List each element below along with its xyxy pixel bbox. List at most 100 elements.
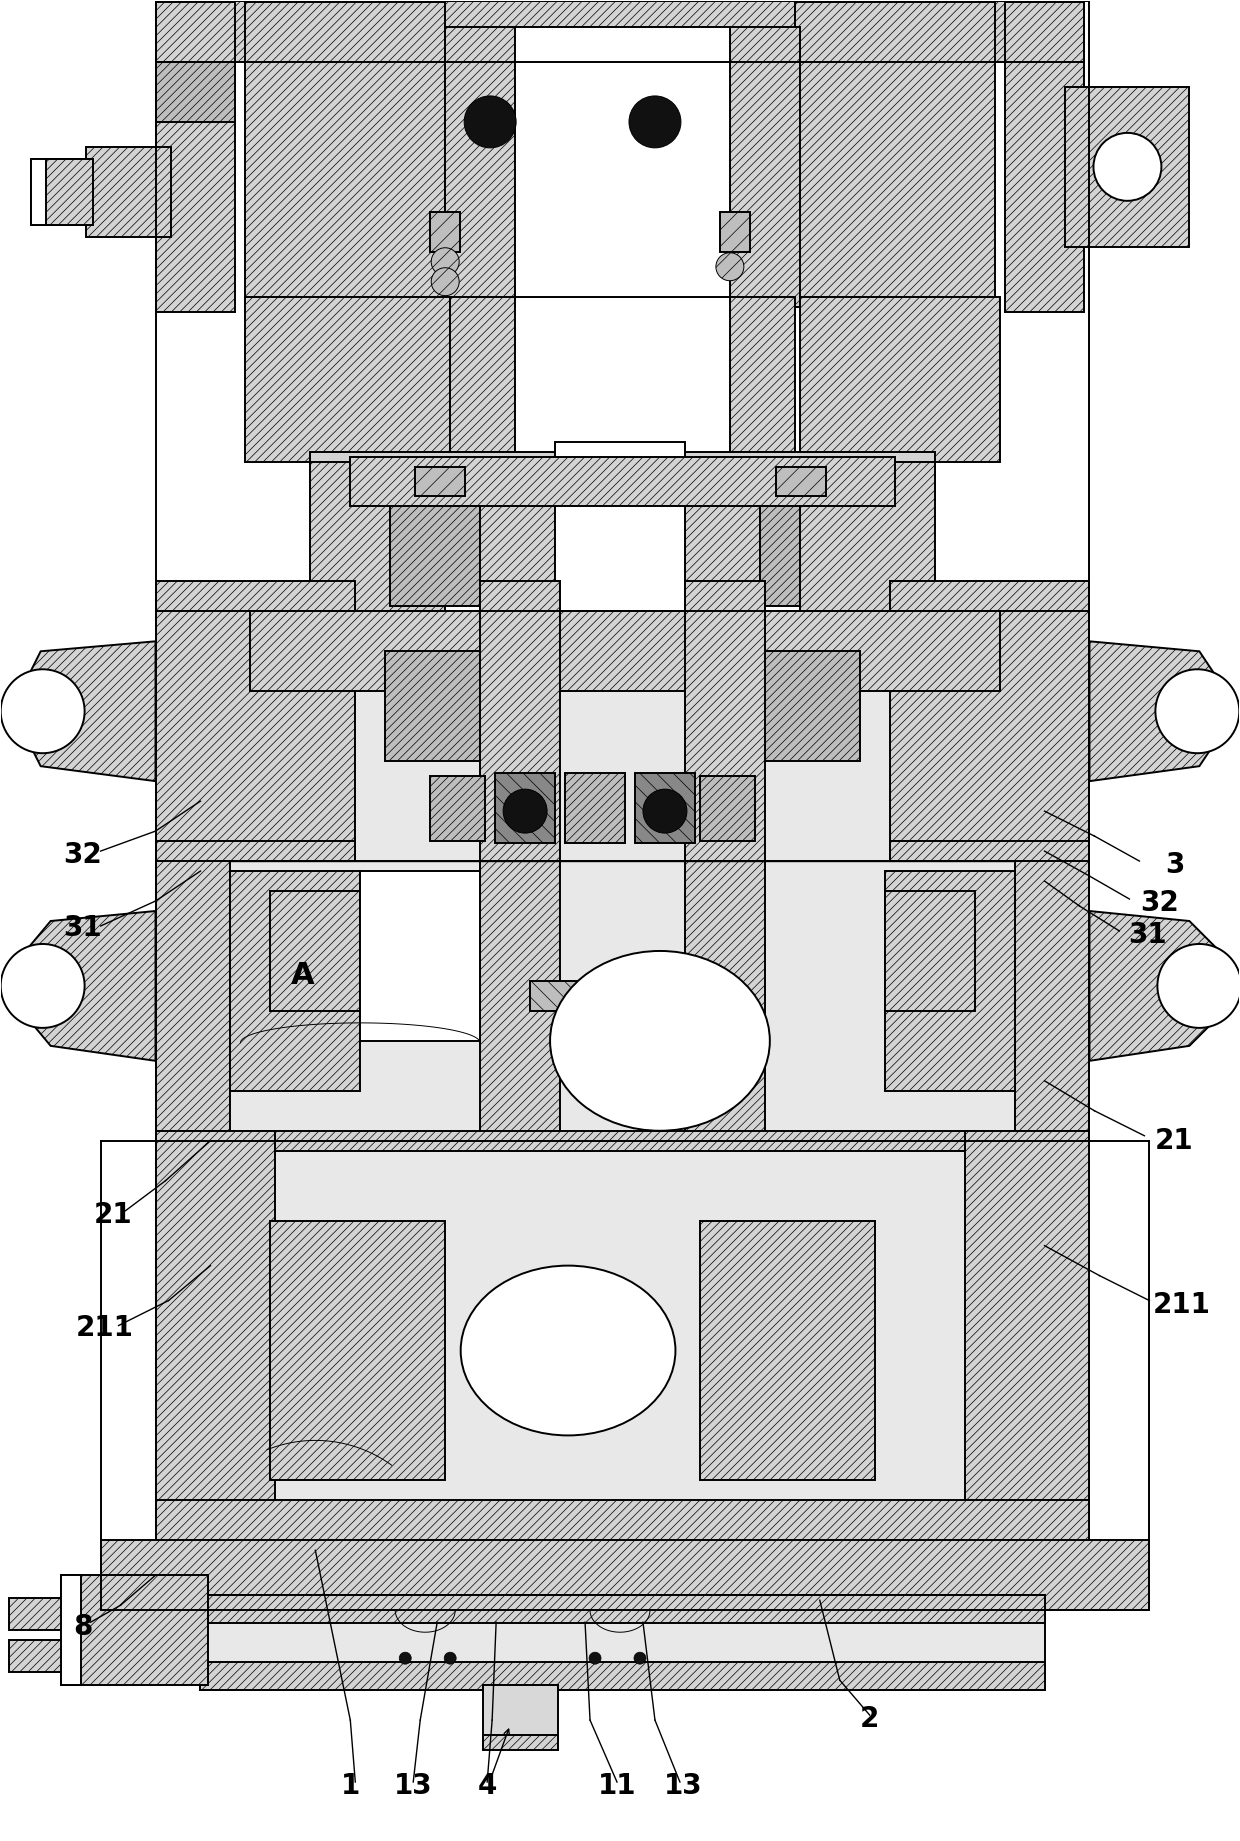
Bar — [1064, 87, 1189, 247]
Bar — [455, 451, 510, 501]
Bar — [730, 28, 800, 307]
Text: A: A — [290, 961, 314, 990]
Bar — [231, 871, 361, 1092]
Text: 211: 211 — [1152, 1291, 1210, 1318]
Bar — [889, 841, 1090, 1141]
Polygon shape — [1090, 911, 1219, 1060]
Bar — [201, 1662, 1044, 1690]
Bar — [450, 296, 515, 462]
Circle shape — [715, 252, 744, 280]
Circle shape — [464, 96, 516, 147]
Bar — [270, 891, 361, 1011]
Polygon shape — [26, 911, 155, 1060]
Bar — [9, 1598, 68, 1629]
Circle shape — [1, 944, 84, 1027]
Text: 8: 8 — [73, 1613, 92, 1640]
Bar — [480, 582, 560, 862]
Bar — [531, 981, 630, 1011]
Circle shape — [589, 1651, 601, 1664]
Circle shape — [444, 1651, 456, 1664]
Bar — [155, 841, 356, 1141]
Text: 13: 13 — [663, 1773, 702, 1800]
Bar — [699, 1221, 874, 1480]
Bar — [776, 466, 826, 497]
Circle shape — [1157, 944, 1240, 1027]
Text: 21: 21 — [1156, 1127, 1194, 1154]
Text: 13: 13 — [394, 1773, 433, 1800]
Bar — [155, 1130, 1090, 1550]
Bar — [86, 147, 171, 237]
Bar — [965, 1130, 1090, 1550]
Bar — [415, 466, 465, 497]
Bar — [246, 2, 445, 307]
Text: 31: 31 — [63, 913, 102, 943]
Circle shape — [1094, 133, 1162, 201]
Bar — [484, 1734, 558, 1751]
Bar — [386, 652, 495, 760]
Bar — [356, 620, 889, 862]
Bar — [391, 486, 480, 606]
Text: 211: 211 — [76, 1313, 134, 1342]
Bar — [155, 2, 1085, 63]
Bar — [884, 891, 975, 1011]
Bar — [445, 28, 515, 307]
Text: 4: 4 — [477, 1773, 497, 1800]
Bar — [720, 212, 750, 252]
Bar — [31, 197, 91, 225]
Bar — [155, 1500, 1090, 1550]
Circle shape — [634, 1651, 646, 1664]
Bar — [100, 1541, 1149, 1611]
Bar — [480, 862, 560, 1141]
Text: 32: 32 — [63, 841, 102, 869]
Bar — [231, 862, 1014, 1141]
Bar — [635, 773, 694, 843]
Bar — [684, 462, 760, 641]
Bar — [31, 158, 46, 225]
Text: 21: 21 — [93, 1200, 131, 1228]
Bar — [556, 442, 684, 620]
Bar — [484, 1685, 558, 1740]
Bar — [889, 582, 1090, 862]
Text: 1: 1 — [341, 1773, 360, 1800]
Bar — [1004, 2, 1085, 311]
Bar — [750, 652, 859, 760]
Bar — [565, 773, 625, 843]
Circle shape — [432, 267, 459, 296]
Bar — [699, 777, 755, 841]
Bar — [760, 486, 849, 606]
Circle shape — [432, 249, 459, 276]
Bar — [250, 611, 999, 690]
Text: 31: 31 — [1128, 920, 1167, 948]
Bar — [800, 296, 999, 462]
Bar — [515, 296, 730, 462]
Circle shape — [1, 670, 84, 753]
Bar — [361, 871, 480, 1040]
Bar — [9, 1640, 68, 1672]
Bar — [480, 462, 556, 641]
Text: 2: 2 — [861, 1705, 879, 1732]
Bar — [155, 2, 236, 311]
Bar — [155, 582, 356, 862]
Ellipse shape — [461, 1265, 676, 1436]
Text: 32: 32 — [1140, 889, 1179, 917]
Bar — [61, 1576, 81, 1685]
Bar — [310, 462, 445, 620]
Text: 11: 11 — [598, 1773, 636, 1800]
Bar — [684, 862, 765, 1141]
Bar — [270, 1151, 980, 1521]
Polygon shape — [1090, 641, 1219, 781]
Polygon shape — [26, 641, 155, 781]
Circle shape — [503, 790, 547, 834]
Circle shape — [644, 790, 687, 834]
Bar — [684, 582, 765, 862]
Bar — [795, 2, 994, 307]
Circle shape — [1156, 670, 1239, 753]
Bar — [430, 212, 460, 252]
Text: 3: 3 — [1164, 851, 1184, 878]
Bar — [201, 1596, 1044, 1624]
Ellipse shape — [551, 952, 770, 1130]
Bar — [351, 457, 895, 506]
Bar — [310, 471, 935, 501]
Circle shape — [399, 1651, 412, 1664]
Bar — [61, 1576, 208, 1685]
